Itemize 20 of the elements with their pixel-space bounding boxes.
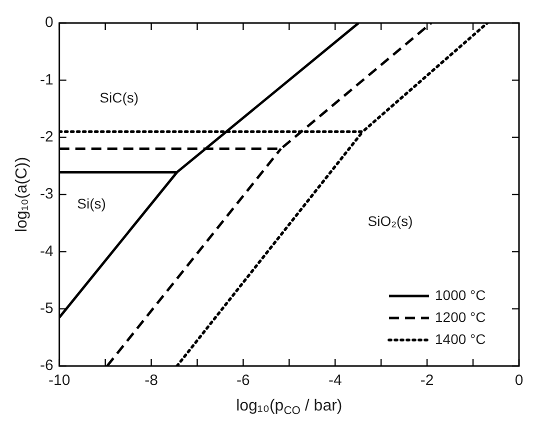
annotation: SiO₂(s) bbox=[368, 212, 413, 229]
x-tick-label: -6 bbox=[236, 372, 250, 390]
y-tick-label: -4 bbox=[40, 242, 54, 260]
y-tick-label: -3 bbox=[40, 186, 54, 203]
x-tick-label: -10 bbox=[48, 372, 70, 390]
y-tick-label: 0 bbox=[44, 14, 54, 32]
y-tick-label: -6 bbox=[40, 357, 54, 374]
x-tick-label: -4 bbox=[328, 372, 342, 390]
legend-label: 1400 °C bbox=[435, 330, 486, 347]
x-tick-label: 0 bbox=[514, 372, 524, 390]
legend-label: 1000 °C bbox=[435, 286, 486, 303]
y-tick-label: -5 bbox=[40, 300, 54, 317]
legend-label: 1200 °C bbox=[435, 308, 486, 325]
x-tick-label: -8 bbox=[144, 372, 158, 390]
annotation: SiC(s) bbox=[100, 89, 139, 106]
y-tick-label: -1 bbox=[40, 71, 54, 88]
x-tick-label: -2 bbox=[420, 372, 434, 390]
annotation: Si(s) bbox=[77, 196, 106, 212]
y-axis-title: log₁₀(a(C)) bbox=[13, 156, 30, 232]
y-tick-label: -2 bbox=[40, 128, 54, 146]
